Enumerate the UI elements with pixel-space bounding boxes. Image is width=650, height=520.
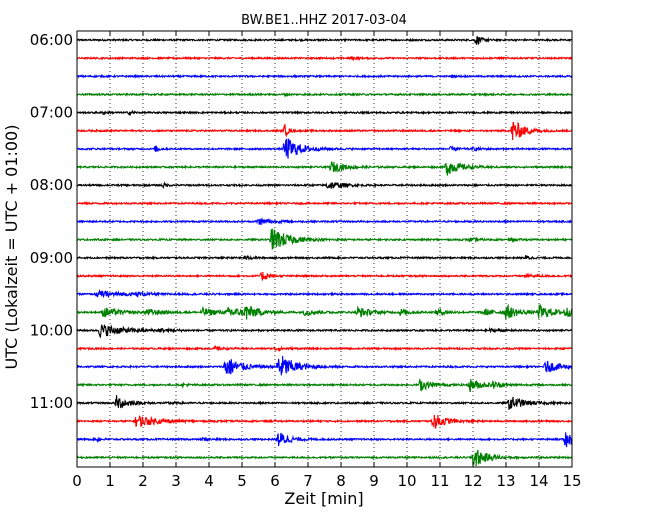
x-axis-label: Zeit [min] (284, 489, 363, 508)
x-tick-label-3: 3 (171, 472, 181, 490)
trace-1000 (76, 324, 573, 339)
x-tick-label-15: 15 (562, 472, 581, 490)
x-tick-label-13: 13 (496, 472, 515, 490)
trace-0645 (76, 91, 573, 98)
trace-0630 (76, 73, 573, 79)
trace-0800 (76, 181, 573, 190)
x-tick-label-8: 8 (336, 472, 346, 490)
trace-0715 (76, 121, 573, 140)
x-tick-label-5: 5 (237, 472, 247, 490)
trace-0830 (76, 217, 573, 226)
x-tick-label-7: 7 (303, 472, 313, 490)
y-tick-label-1100: 11:00 (30, 394, 73, 412)
trace-0730 (76, 138, 573, 159)
y-tick-label-0800: 08:00 (30, 176, 73, 194)
x-tick-label-6: 6 (270, 472, 280, 490)
plot-frame (76, 30, 573, 468)
trace-0615 (76, 55, 573, 62)
x-tick-label-4: 4 (204, 472, 214, 490)
x-tick-label-9: 9 (369, 472, 379, 490)
y-tick-label-0700: 07:00 (30, 104, 73, 122)
trace-0930 (76, 288, 573, 299)
x-tick-label-1: 1 (105, 472, 115, 490)
seismogram-traces (76, 36, 573, 467)
trace-1145 (76, 449, 573, 467)
trace-0815 (76, 200, 573, 206)
x-tick-label-14: 14 (529, 472, 548, 490)
trace-0945 (76, 303, 573, 320)
trace-0900 (76, 254, 573, 261)
y-axis-label: UTC (Lokalzeit = UTC + 01:00) (2, 125, 21, 370)
trace-1015 (76, 344, 573, 353)
x-tick-label-0: 0 (72, 472, 82, 490)
trace-1100 (76, 395, 573, 410)
axis-ticks: 0 1 2 3 4 5 6 7 8 9 10 11 12 13 14 1506:0007:0008:0009:… (30, 31, 582, 490)
minute-gridlines (109, 31, 540, 467)
x-tick-label-10: 10 (397, 472, 416, 490)
trace-0700 (76, 109, 573, 116)
y-tick-label-0900: 09:00 (30, 249, 73, 267)
y-tick-label-1000: 10:00 (30, 321, 73, 339)
trace-0745 (76, 161, 573, 176)
x-tick-label-11: 11 (430, 472, 449, 490)
trace-1045 (76, 377, 573, 393)
trace-0600 (76, 36, 573, 46)
trace-1030 (76, 355, 573, 376)
trace-1130 (76, 432, 573, 448)
trace-0845 (76, 228, 573, 250)
y-tick-label-0600: 06:00 (30, 31, 73, 49)
x-tick-label-12: 12 (463, 472, 482, 490)
trace-1115 (76, 414, 573, 429)
x-tick-label-2: 2 (138, 472, 148, 490)
trace-0915 (76, 271, 573, 281)
chart-title: BW.BE1..HHZ 2017-03-04 (241, 13, 407, 28)
